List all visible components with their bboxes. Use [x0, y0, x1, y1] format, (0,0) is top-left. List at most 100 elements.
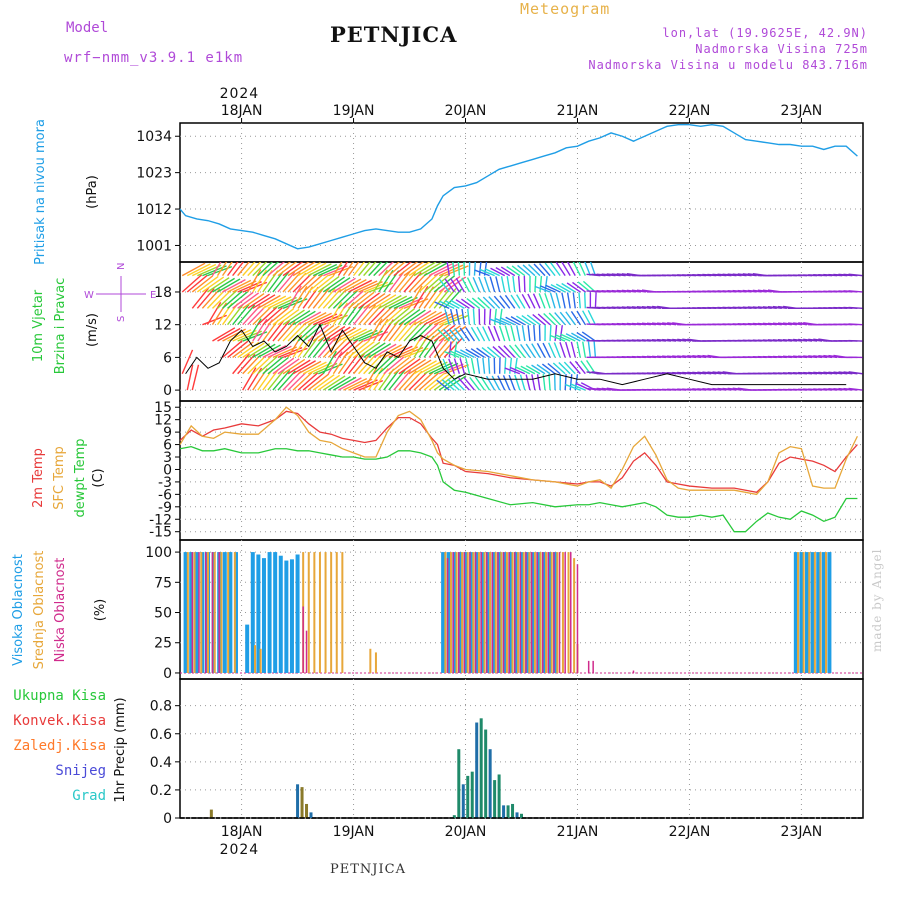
wind-barb [393, 357, 416, 375]
cloud-bar-0 [793, 552, 798, 673]
wind-barb [327, 301, 343, 326]
y-tick-label: -9 [158, 500, 172, 516]
wind-barb [581, 331, 596, 342]
wind-barb [531, 364, 546, 375]
wind-barb [517, 264, 531, 277]
wind-barb [358, 292, 380, 309]
wind-barb [576, 310, 586, 326]
wind-barb [187, 325, 207, 341]
cloud-bar-1 [313, 552, 316, 673]
wind-barb [403, 309, 426, 326]
precip-legend-item: Konvek.Kisa [13, 713, 106, 729]
cloud-bar-1 [220, 552, 223, 673]
wind-barb [227, 329, 252, 342]
wind-barb [247, 354, 267, 375]
wind-barb [337, 262, 349, 277]
wind-barb [363, 354, 382, 375]
wind-barb [242, 292, 265, 309]
wind-barb [408, 334, 424, 358]
cloud-bar-2 [592, 660, 594, 673]
cloud-bar-2 [463, 552, 466, 673]
wind-barb [517, 275, 521, 293]
wind-barb [388, 345, 413, 359]
cloud-bar-2 [491, 552, 494, 673]
wind-barb [182, 324, 202, 341]
wind-barb [561, 282, 576, 293]
wind-barb [333, 376, 357, 391]
precip-bar [466, 775, 470, 818]
wind-barb [569, 361, 581, 375]
cloud-bar-1 [233, 552, 236, 673]
wind-barb [418, 311, 443, 326]
wind-barb [201, 276, 225, 293]
wind-barb [478, 276, 486, 293]
wind-barb [559, 311, 571, 326]
wind-barb [521, 293, 531, 309]
wind-barb [322, 325, 346, 342]
top-day-label: 22JAN [669, 103, 711, 119]
pressure-unit-label: (hPa) [85, 175, 100, 209]
cloud-bar-2 [547, 552, 550, 673]
wind-barb [252, 294, 276, 309]
y-tick-label: 0.8 [150, 699, 172, 715]
wind-barb [232, 304, 250, 326]
wind-barb [297, 311, 322, 326]
cloud-bar-0 [289, 559, 294, 673]
wind-barb [242, 305, 261, 326]
wind-barb [455, 299, 470, 309]
wind-barb [495, 276, 501, 293]
wind-barb [196, 288, 215, 309]
wind-barb [525, 365, 541, 375]
wind-barb [423, 361, 448, 375]
wind-barb [368, 305, 388, 326]
cloud-bar-2 [502, 552, 505, 673]
wind-barb [206, 289, 226, 309]
wind-barb [282, 262, 304, 277]
wind-barb [480, 376, 491, 391]
cloud-bar-1 [335, 552, 338, 673]
wind-barb [587, 341, 592, 358]
wind-barb [267, 296, 292, 309]
wind-barb [500, 266, 516, 277]
wind-barb [186, 364, 194, 391]
cloud-bar-0 [233, 552, 238, 673]
cloud-bar-2 [570, 552, 572, 673]
cloud-bar-0 [250, 552, 255, 673]
wind-barb [442, 358, 450, 375]
wind-barb [307, 287, 325, 309]
wind-barb [545, 284, 561, 293]
wind-barb [383, 368, 400, 391]
top-day-label: 20JAN [445, 103, 487, 119]
wind-barb [465, 358, 471, 374]
wind-barb [257, 306, 278, 326]
wind-barb [450, 278, 460, 293]
wind-barb [201, 288, 221, 309]
wind-barb [561, 262, 571, 276]
wind-barb [368, 293, 391, 309]
wind-barb [454, 349, 470, 359]
wind-barb [566, 282, 581, 293]
wind-barb [494, 317, 511, 326]
temp-axis-label: 2m Temp [31, 448, 46, 508]
cloud-bar-0 [267, 552, 272, 673]
wind-barb [312, 263, 338, 277]
wind-axis-label-2: Brzina i Pravac [53, 278, 68, 375]
y-tick-label: 15 [154, 400, 172, 416]
wind-barb [262, 307, 283, 326]
cloud-bar-0 [491, 552, 496, 673]
wind-barb [531, 343, 541, 358]
wind-barb [492, 346, 506, 358]
cloud-bar-2 [530, 552, 533, 673]
wind-barb [237, 304, 256, 326]
wind-barb [312, 287, 331, 309]
wind-barb [363, 292, 386, 309]
wind-barb [570, 383, 586, 391]
cloud-bar-0 [183, 552, 188, 673]
wind-barb [477, 297, 491, 309]
wind-barb [423, 323, 445, 342]
wind-barb [558, 362, 571, 375]
wind-speed-line [185, 323, 847, 386]
wind-barb [232, 262, 245, 277]
cloud-bar-0 [228, 552, 233, 673]
cloud-bar-1 [528, 552, 531, 673]
